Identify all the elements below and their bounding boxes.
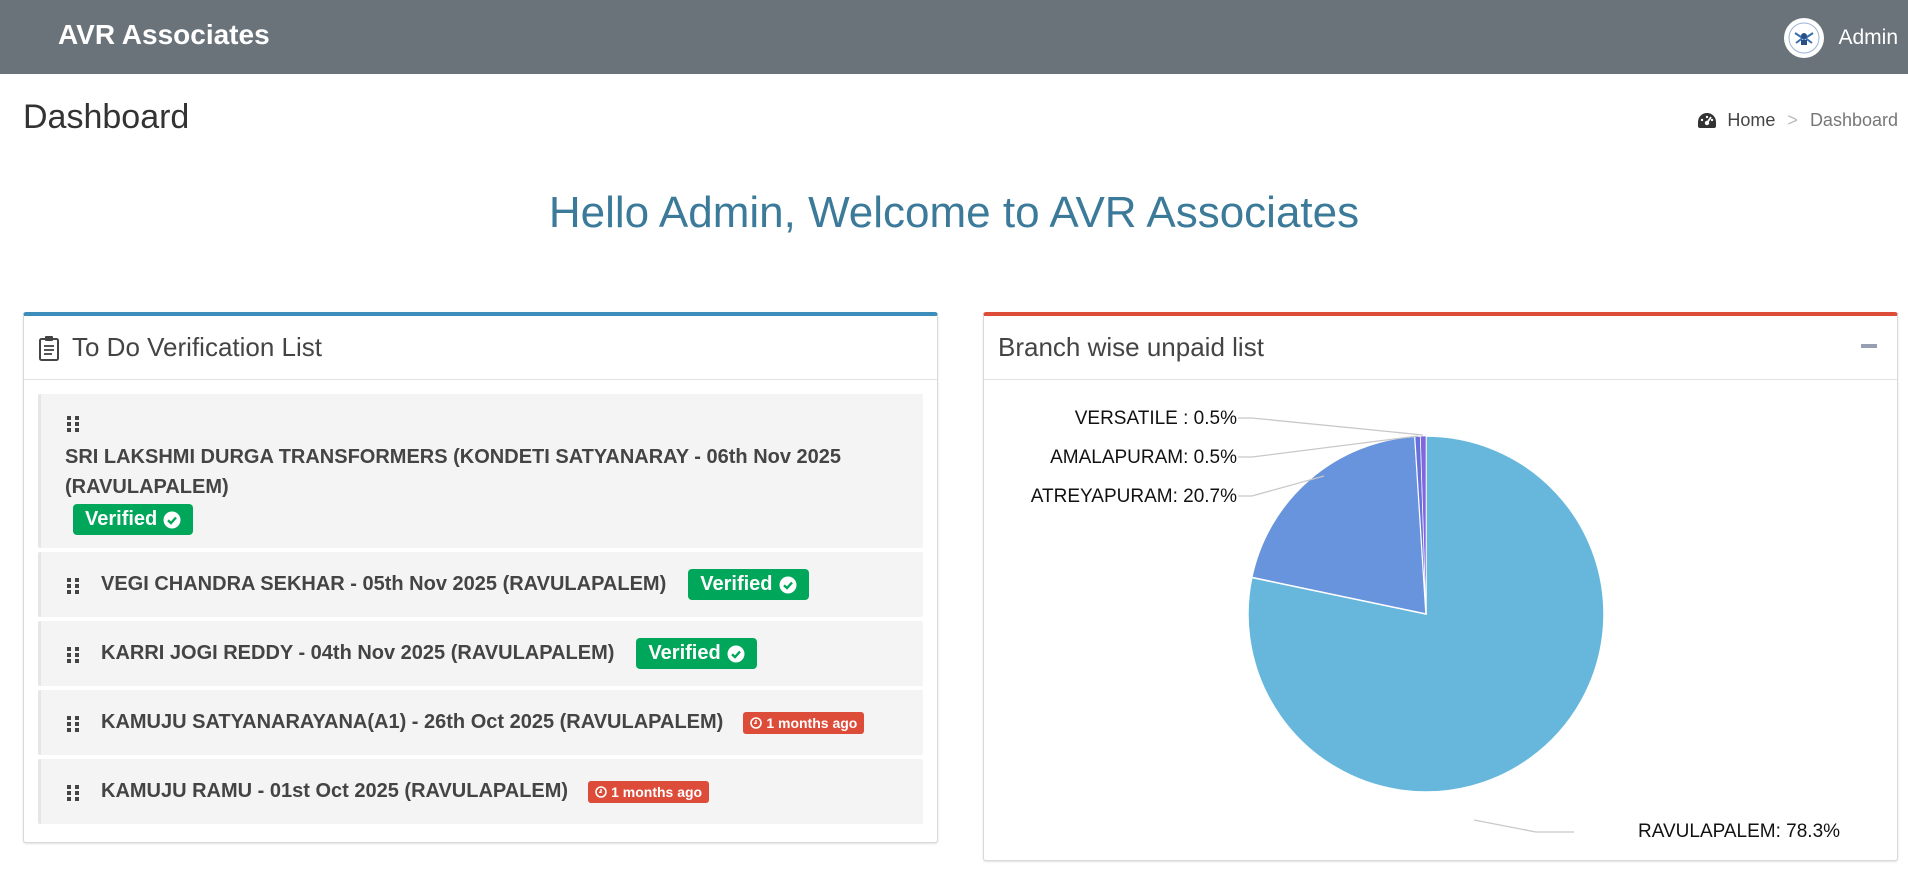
todo-verification-panel: To Do Verification List SRI LAKSHMI DURG…: [23, 312, 938, 843]
company-logo-icon: [1784, 18, 1825, 58]
unpaid-panel-title: Branch wise unpaid list: [998, 332, 1264, 362]
branch-unpaid-panel: Branch wise unpaid list VERSATILE: [983, 312, 1898, 861]
check-circle-icon: [727, 645, 745, 662]
badge-label: Verified: [648, 642, 721, 664]
drag-handle-icon[interactable]: [65, 783, 81, 801]
clipboard-icon: [39, 335, 59, 361]
todo-item[interactable]: SRI LAKSHMI DURGA TRANSFORMERS (KONDETI …: [38, 394, 923, 548]
todo-item[interactable]: KAMUJU RAMU - 01st Oct 2025 (RAVULAPALEM…: [38, 759, 923, 824]
todo-item[interactable]: VEGI CHANDRA SEKHAR - 05th Nov 2025 (RAV…: [38, 552, 923, 617]
page-title: Dashboard: [23, 98, 190, 136]
user-menu[interactable]: Admin: [1784, 18, 1898, 58]
badge-label: 1 months ago: [611, 783, 703, 800]
time-badge: 1 months ago: [743, 711, 865, 734]
minus-icon[interactable]: [1861, 344, 1877, 348]
pie-slices: [1247, 435, 1605, 793]
todo-item-text: VEGI CHANDRA SEKHAR - 05th Nov 2025 (RAV…: [101, 573, 667, 595]
breadcrumb: Home > Dashboard: [1697, 110, 1898, 131]
clock-icon: [595, 785, 607, 798]
badge-label: Verified: [700, 573, 773, 595]
dashboard-icon: [1698, 112, 1717, 128]
badge-label: 1 months ago: [766, 714, 858, 731]
todo-item[interactable]: KARRI JOGI REDDY - 04th Nov 2025 (RAVULA…: [38, 621, 923, 686]
label-versatile: VERSATILE : 0.5%: [1074, 408, 1237, 429]
verified-badge: Verified: [688, 569, 809, 600]
breadcrumb-home-label: Home: [1727, 110, 1776, 130]
label-atreyapuram: ATREYAPURAM: 20.7%: [1030, 486, 1237, 507]
todo-panel-title: To Do Verification List: [72, 332, 323, 362]
clock-icon: [750, 716, 763, 729]
label-ravulapalem: RAVULAPALEM: 78.3%: [1638, 821, 1841, 842]
pie-chart: VERSATILE : 0.5% AMALAPURAM: 0.5% ATREYA…: [984, 380, 1897, 860]
drag-handle-icon[interactable]: [65, 414, 81, 432]
breadcrumb-current: Dashboard: [1809, 110, 1898, 130]
user-name: Admin: [1838, 26, 1898, 49]
brand-logo-text[interactable]: AVR Associates: [58, 19, 270, 50]
slice-versatile[interactable]: [1420, 435, 1427, 615]
label-amalapuram: AMALAPURAM: 0.5%: [1050, 447, 1237, 468]
drag-handle-icon[interactable]: [65, 645, 81, 663]
check-circle-icon: [163, 511, 181, 528]
verified-badge: Verified: [636, 638, 757, 669]
check-circle-icon: [779, 576, 797, 593]
pie-chart-svg: [1238, 417, 1605, 833]
todo-item-text: KAMUJU RAMU - 01st Oct 2025 (RAVULAPALEM…: [101, 780, 569, 802]
welcome-heading: Hello Admin, Welcome to AVR Associates: [548, 188, 1360, 237]
todo-list: SRI LAKSHMI DURGA TRANSFORMERS (KONDETI …: [24, 380, 937, 824]
drag-handle-icon[interactable]: [65, 576, 81, 594]
todo-item-text: SRI LAKSHMI DURGA TRANSFORMERS (KONDETI …: [65, 446, 842, 498]
drag-handle-icon[interactable]: [65, 714, 81, 732]
todo-item-text: KAMUJU SATYANARAYANA(A1) - 26th Oct 2025…: [101, 711, 724, 733]
time-badge: 1 months ago: [588, 780, 710, 803]
todo-item[interactable]: KAMUJU SATYANARAYANA(A1) - 26th Oct 2025…: [38, 690, 923, 755]
leader-lines: [1238, 417, 1574, 833]
unpaid-panel-header: Branch wise unpaid list: [984, 316, 1897, 380]
breadcrumb-home[interactable]: Home: [1697, 110, 1775, 131]
todo-item-text: KARRI JOGI REDDY - 04th Nov 2025 (RAVULA…: [101, 642, 615, 664]
badge-label: Verified: [85, 508, 158, 530]
verified-badge: Verified: [73, 504, 194, 535]
breadcrumb-separator: >: [1787, 110, 1798, 130]
todo-panel-header: To Do Verification List: [24, 316, 937, 380]
top-navbar: AVR Associates Admin: [0, 0, 1908, 74]
